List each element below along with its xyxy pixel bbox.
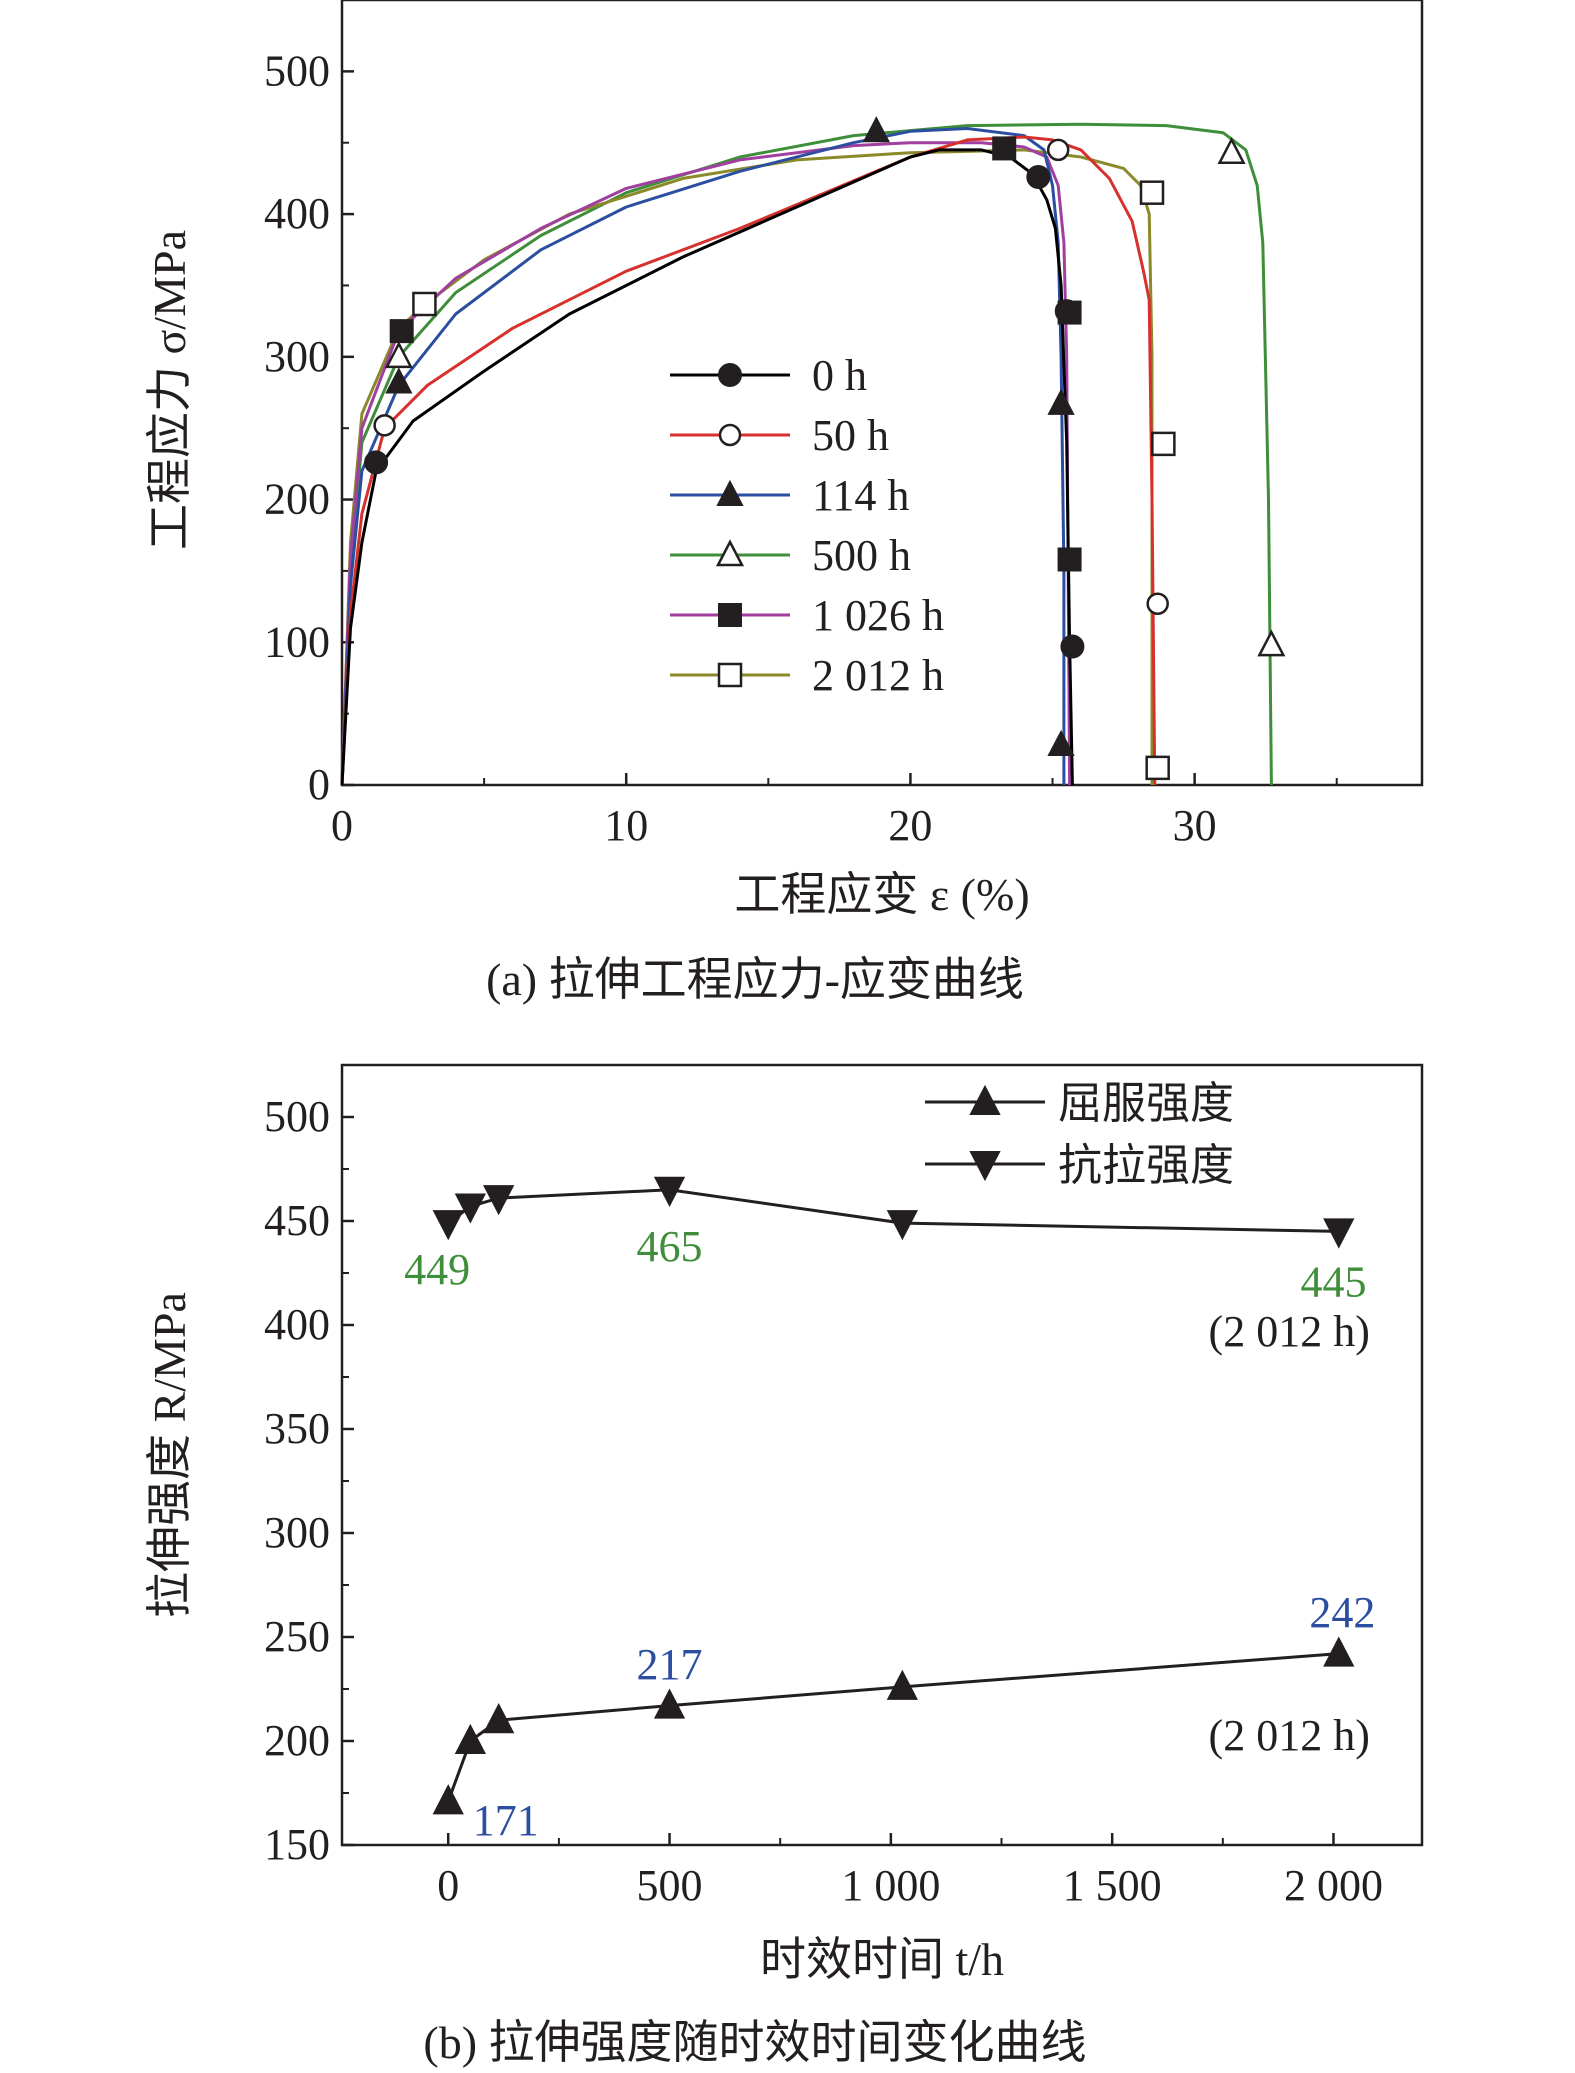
chart-a-data-point [1146, 592, 1169, 615]
chart-b-legend-marker [969, 1151, 1001, 1182]
chart-a-legend-marker [718, 423, 742, 447]
chart-a-y-tick-label: 200 [264, 475, 330, 524]
chart-b-y-tick-label: 500 [264, 1092, 330, 1141]
chart-a-data-point [1046, 138, 1070, 162]
chart-b-legend-marker [969, 1084, 1001, 1115]
chart-a-x-tick-label: 30 [1173, 801, 1217, 850]
chart-b-annotation: 449 [404, 1245, 470, 1294]
chart-a-data-point [1145, 755, 1170, 781]
chart-b-y-tick-label: 450 [264, 1196, 330, 1245]
chart-a-y-tick-label: 400 [264, 189, 330, 238]
chart-a-data-point [1257, 629, 1286, 657]
chart-b-annotation: (2 012 h) [1209, 1711, 1370, 1760]
chart-b-annotation: 242 [1309, 1588, 1375, 1637]
chart-b-data-point [1323, 1636, 1355, 1667]
chart-a-y-tick-label: 0 [308, 760, 330, 809]
chart-b-y-tick-label: 200 [264, 1716, 330, 1765]
chart-a-data-point [1047, 729, 1075, 757]
chart-a-data-point [1054, 299, 1079, 324]
chart-b-data-point [653, 1176, 686, 1207]
chart-a-data-point [1060, 634, 1085, 659]
chart-a-x-tick-label: 10 [604, 801, 648, 850]
chart-a-data-point [1026, 164, 1051, 189]
chart-a-data-point [364, 450, 389, 475]
chart-a-series-line [340, 127, 1066, 786]
chart-b-caption: (b) 拉伸强度随时效时间变化曲线 [423, 2017, 1086, 2068]
chart-b-data-point [432, 1784, 464, 1815]
chart-b-y-label: 拉伸强度 R/MPa [144, 1292, 195, 1618]
chart-b-annotation: 445 [1300, 1257, 1366, 1306]
chart-b-x-tick-label: 500 [637, 1861, 703, 1910]
chart-a-data-point [373, 414, 396, 437]
chart-a-legend-label: 1 026 h [812, 591, 944, 640]
chart-b: 0 500 1 000 1 500 2 000 150 200 250 300 350 400 450… [144, 1063, 1424, 2068]
chart-b-y-tick-label: 150 [264, 1820, 330, 1869]
chart-b-data-point [454, 1723, 487, 1754]
chart-a-y-tick-label: 100 [264, 617, 330, 666]
chart-a-y-label: 工程应力 σ/MPa [144, 230, 195, 550]
chart-a-x-label: 工程应变 ε (%) [734, 869, 1029, 920]
chart-a-legend-marker [717, 662, 743, 688]
chart-b-y-tick-label: 400 [264, 1300, 330, 1349]
chart-a-data-point [385, 367, 413, 394]
chart-b-y-tick-label: 250 [264, 1612, 330, 1661]
chart-b-x-tick-label: 1 000 [841, 1861, 940, 1910]
chart-a-data-point [1057, 547, 1082, 572]
chart-a-legend-label: 0 h [812, 351, 867, 400]
chart-a-caption: (a) 拉伸工程应力-应变曲线 [486, 954, 1024, 1005]
chart-b-data-point [454, 1193, 487, 1224]
chart-b-legend-label: 屈服强度 [1058, 1079, 1234, 1128]
chart-a-y-tick-label: 300 [264, 332, 330, 381]
chart-b-data-point [483, 1703, 515, 1734]
chart-a-data-point [1217, 137, 1246, 164]
chart-b-annotation: (2 012 h) [1209, 1307, 1370, 1356]
chart-a-x-tick-label: 20 [888, 801, 932, 850]
chart-a-x-tick-label: 0 [331, 801, 353, 850]
chart-b-plot-frame [340, 1063, 1424, 1847]
chart-a-legend-marker [715, 539, 745, 567]
chart-b-x-tick-label: 0 [437, 1861, 459, 1910]
chart-b-data-point [1323, 1218, 1355, 1249]
chart-b-annotation: 217 [637, 1640, 703, 1689]
chart-a-y-tick-label: 500 [264, 46, 330, 95]
chart-b-data-point [653, 1688, 686, 1719]
chart-a-legend-marker [718, 363, 742, 387]
chart-a-data-point [389, 319, 414, 344]
chart-a-data-point [992, 136, 1017, 161]
chart-a-data-point [1139, 180, 1165, 205]
chart-b-x-label: 时效时间 t/h [760, 1934, 1004, 1985]
chart-a-data-point [384, 341, 413, 369]
chart-a-series-line [340, 135, 1157, 786]
chart-a-series-line [340, 148, 1154, 786]
chart-a-data-point [1047, 388, 1075, 415]
chart-a-plot-frame [340, 0, 1424, 787]
chart-b-data-point [886, 1669, 919, 1700]
chart-a-legend-label: 2 012 h [812, 651, 944, 700]
chart-a-series-line [340, 148, 1074, 786]
chart-a-data-point [1151, 431, 1176, 457]
chart-b-x-tick-label: 1 500 [1063, 1861, 1162, 1910]
chart-b-annotation: 171 [473, 1796, 539, 1845]
chart-a-legend-label: 50 h [812, 411, 889, 460]
chart-a-legend-label: 500 h [812, 531, 911, 580]
chart-a-data-point [862, 116, 890, 143]
chart-b-legend-label: 抗拉强度 [1058, 1141, 1234, 1190]
chart-a-series-line [340, 141, 1072, 786]
chart-b-data-point [886, 1210, 919, 1241]
chart-b-x-tick-label: 2 000 [1284, 1861, 1383, 1910]
chart-b-data-point [483, 1185, 515, 1216]
chart-a-legend-marker [718, 603, 742, 627]
chart-b-data-point [432, 1210, 464, 1241]
chart-b-annotation: 465 [637, 1222, 703, 1271]
chart-a-data-point [412, 291, 437, 317]
chart-b-y-tick-label: 350 [264, 1404, 330, 1453]
chart-a-legend-marker [716, 479, 744, 506]
chart-b-series-line [446, 1652, 1339, 1802]
chart-a-legend-label: 114 h [812, 471, 909, 520]
chart-b-y-tick-label: 300 [264, 1508, 330, 1557]
